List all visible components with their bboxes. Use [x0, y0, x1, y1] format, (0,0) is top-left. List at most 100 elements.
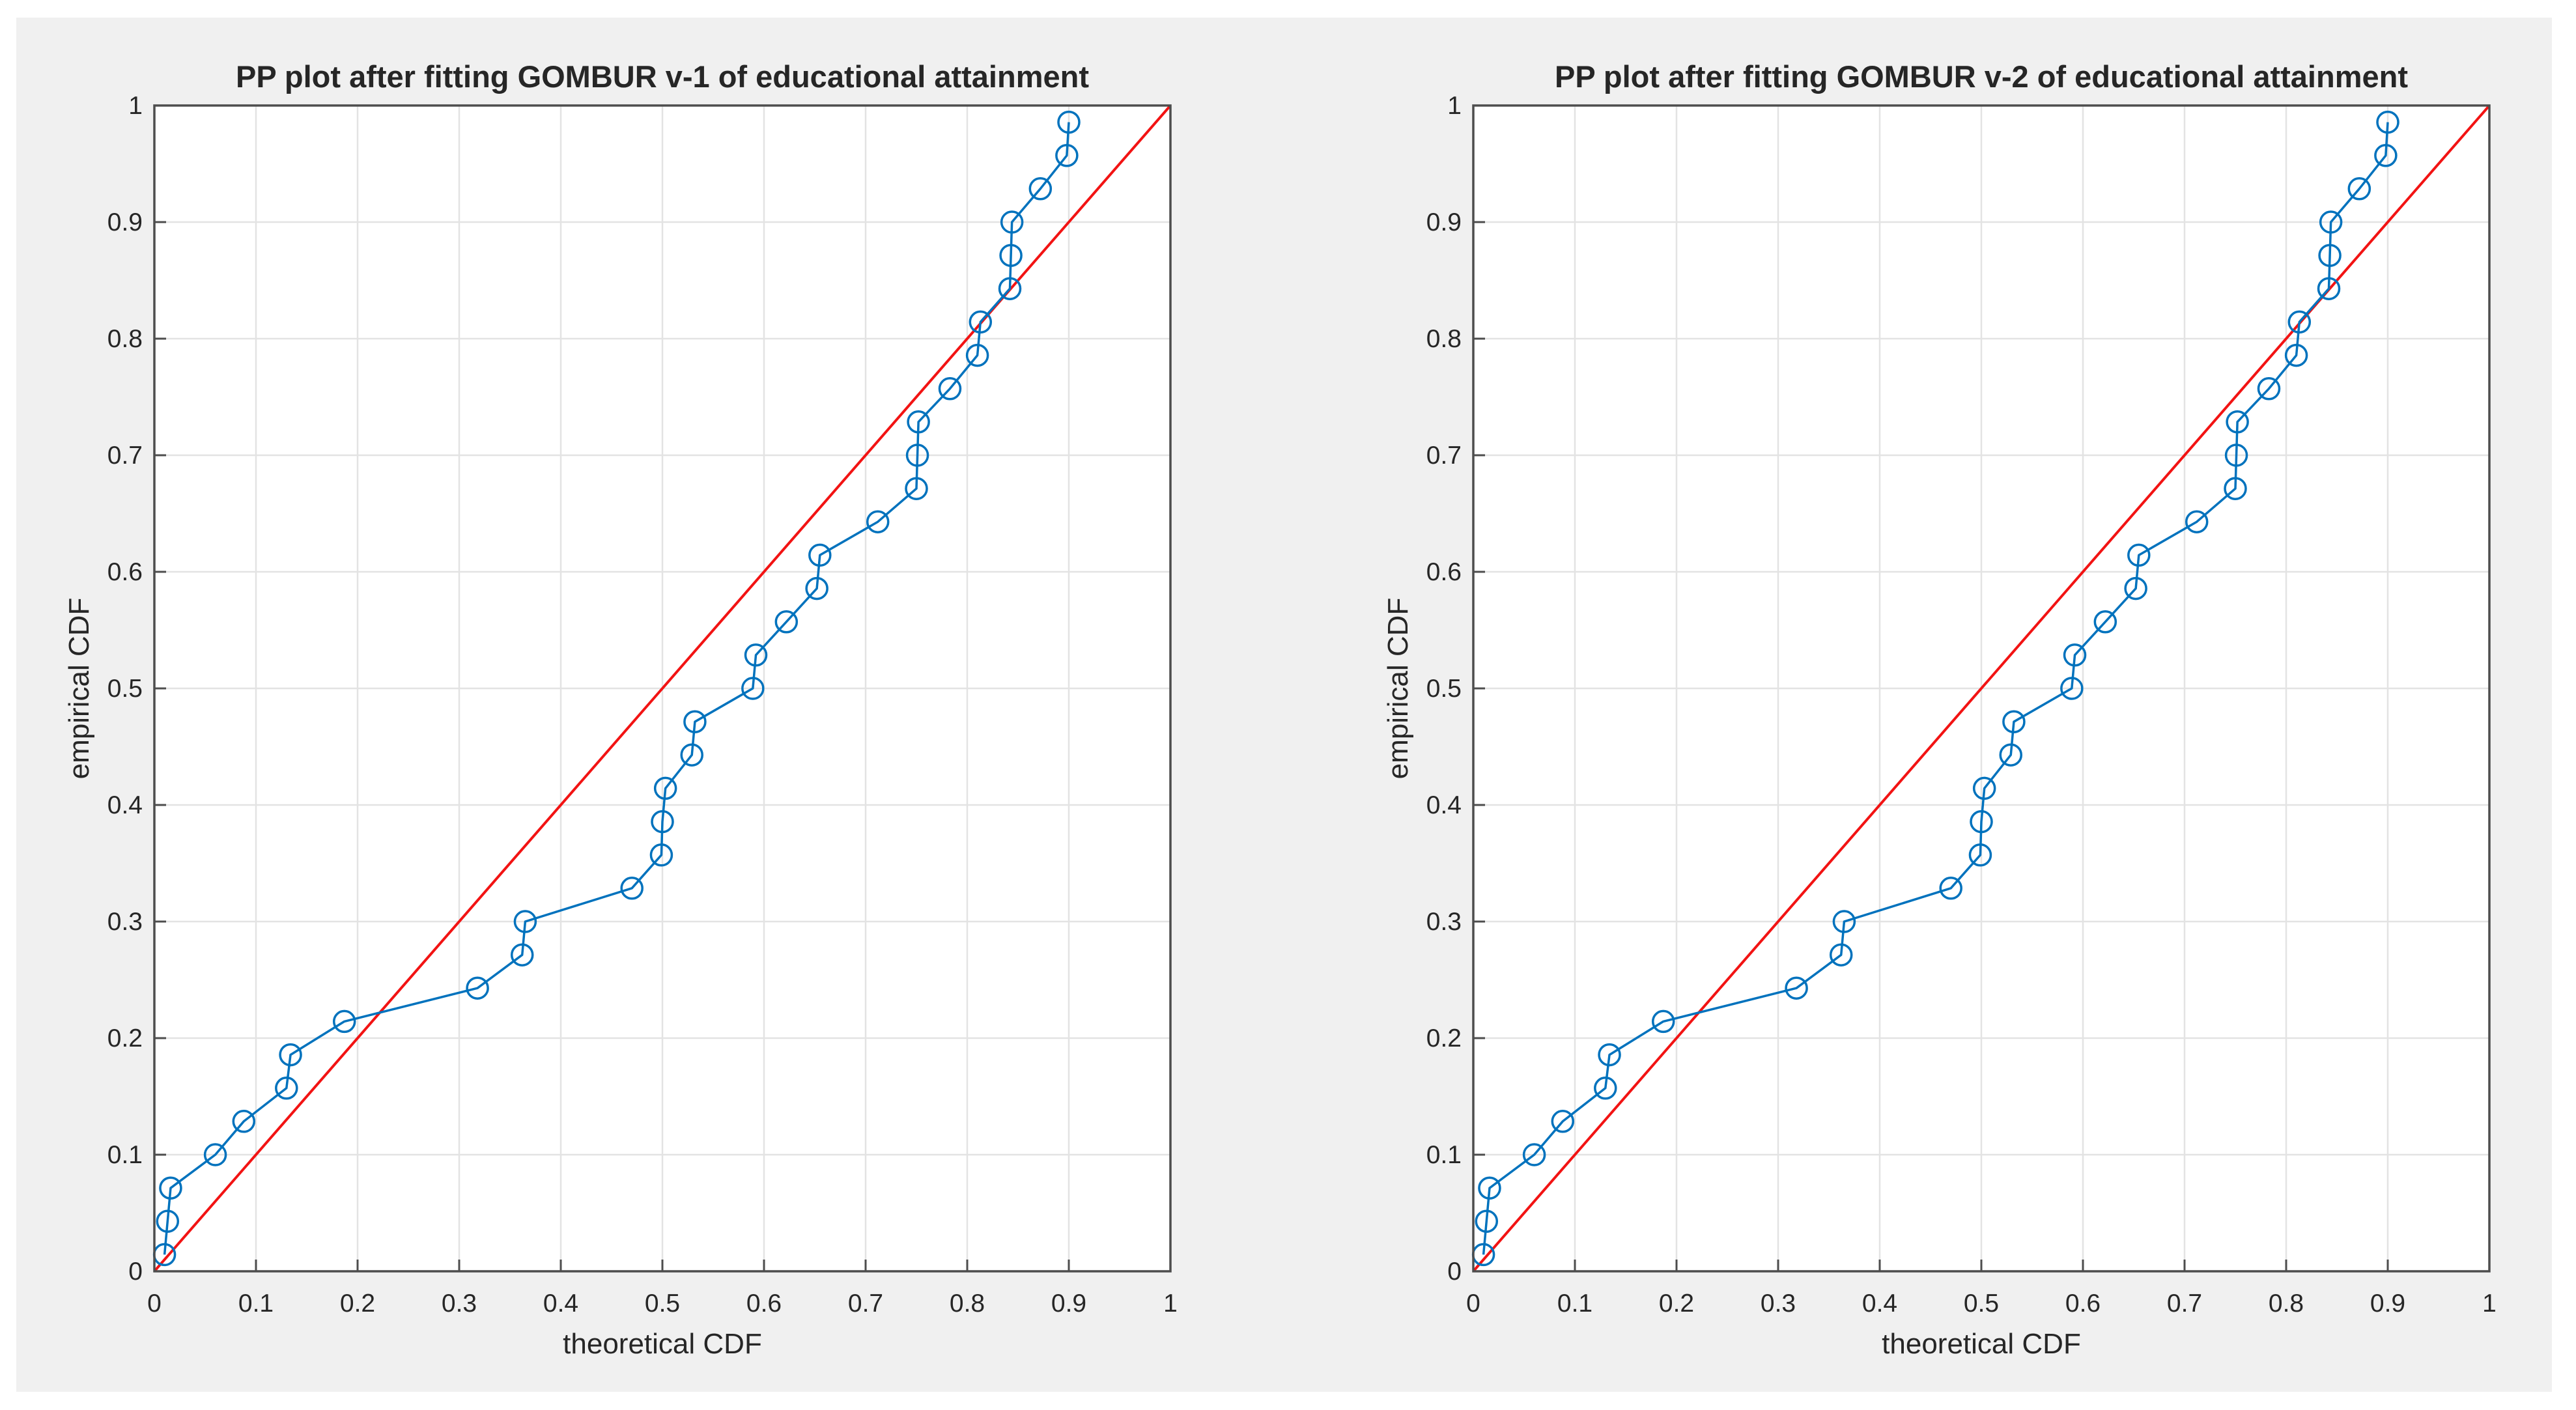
data-point-marker — [203, 1143, 227, 1166]
x-tick-label: 0.9 — [1051, 1290, 1086, 1318]
subplot-2: 0 0.1 0.2 0.3 0.4 0.5 0.6 0.7 0.8 0.9 1 0 0.1 0.2 0.3 0… — [1382, 59, 2497, 1360]
data-point-marker — [2002, 710, 2026, 733]
data-point-marker — [1651, 1009, 1675, 1034]
y-tick-label: 0.5 — [107, 675, 143, 703]
data-point-marker — [998, 277, 1022, 300]
data-point-marker — [2224, 477, 2247, 500]
data-point-marker — [1939, 877, 1962, 900]
data-point-marker — [2093, 610, 2117, 634]
data-point-marker — [683, 710, 707, 733]
data-point-marker — [275, 1077, 298, 1100]
data-point-marker — [938, 377, 962, 401]
data-point-marker — [232, 1110, 256, 1133]
data-point-marker — [2287, 310, 2312, 334]
plot-title: PP plot after fitting GOMBUR v-2 of educ… — [1555, 59, 2408, 94]
plot-title: PP plot after fitting GOMBUR v-1 of educ… — [236, 59, 1089, 94]
x-tick-label: 0.5 — [645, 1290, 680, 1318]
x-tick-label: 0.9 — [2370, 1290, 2405, 1318]
data-point-marker — [2376, 110, 2399, 134]
data-point-marker — [1055, 144, 1079, 167]
data-point-marker — [2185, 510, 2209, 533]
data-point-marker — [332, 1009, 356, 1034]
y-tick-label: 0.4 — [107, 791, 143, 819]
data-point-marker — [1478, 1176, 1501, 1200]
data-point-marker — [510, 943, 534, 966]
data-point-marker — [774, 610, 799, 634]
x-tick-label: 0.5 — [1964, 1290, 1999, 1318]
data-point-marker — [466, 976, 489, 1000]
x-tick-label: 0 — [147, 1290, 162, 1318]
x-tick-label: 0.2 — [1659, 1290, 1694, 1318]
y-tick-label: 0.9 — [1426, 208, 1462, 236]
data-point-marker — [1829, 943, 1853, 966]
data-point-marker — [680, 743, 703, 767]
data-point-marker — [1551, 1110, 1575, 1133]
y-tick-label: 0.5 — [1426, 675, 1462, 703]
x-tick-label: 0 — [1466, 1290, 1480, 1318]
x-tick-label: 0.1 — [238, 1290, 274, 1318]
data-point-marker — [1598, 1043, 1621, 1067]
x-axis-label: theoretical CDF — [563, 1328, 762, 1360]
x-tick-label: 0.8 — [2269, 1290, 2304, 1318]
data-point-marker — [907, 410, 930, 434]
y-tick-label: 0.8 — [1426, 325, 1462, 353]
y-tick-label: 0.2 — [107, 1024, 143, 1052]
data-point-marker — [279, 1043, 302, 1067]
x-tick-label: 0.8 — [950, 1290, 985, 1318]
data-point-marker — [1970, 810, 1993, 834]
y-tick-label: 0.3 — [107, 908, 143, 936]
data-point-marker — [999, 244, 1023, 267]
data-point-marker — [1028, 177, 1053, 201]
x-tick-label: 0.3 — [442, 1290, 477, 1318]
data-point-marker — [1972, 776, 1996, 800]
data-point-marker — [808, 543, 832, 567]
y-tick-label: 0.1 — [107, 1141, 143, 1169]
data-point-marker — [1475, 1209, 1499, 1233]
x-tick-label: 1 — [2482, 1290, 2497, 1318]
y-tick-label: 0.9 — [107, 208, 143, 236]
y-axis-label: empirical CDF — [1382, 598, 1414, 780]
data-point-marker — [1522, 1143, 1546, 1166]
data-point-marker — [156, 1209, 180, 1233]
data-point-marker — [2319, 210, 2343, 234]
data-point-marker — [866, 510, 890, 533]
data-point-marker — [965, 343, 989, 367]
x-axis-label: theoretical CDF — [1882, 1328, 2081, 1360]
x-tick-label: 0.6 — [746, 1290, 782, 1318]
data-point-marker — [969, 310, 993, 334]
data-point-marker — [649, 843, 673, 867]
x-tick-label: 0.1 — [1557, 1290, 1592, 1318]
y-tick-label: 1 — [128, 92, 143, 120]
x-tick-label: 0.6 — [2065, 1290, 2101, 1318]
data-point-marker — [1057, 110, 1081, 134]
data-point-marker — [2257, 377, 2281, 401]
x-tick-label: 0.4 — [543, 1290, 578, 1318]
y-tick-label: 0 — [128, 1258, 143, 1286]
data-point-marker — [159, 1176, 182, 1200]
x-tick-label: 0.3 — [1761, 1290, 1796, 1318]
y-tick-label: 0.8 — [107, 325, 143, 353]
data-point-marker — [2226, 410, 2249, 434]
data-point-marker — [2127, 543, 2151, 567]
y-tick-label: 0.2 — [1426, 1024, 1462, 1052]
data-point-marker — [1832, 910, 1856, 933]
data-point-marker — [2318, 244, 2342, 267]
y-tick-label: 0.4 — [1426, 791, 1462, 819]
data-point-marker — [1594, 1077, 1617, 1100]
data-point-marker — [2374, 144, 2398, 167]
data-point-marker — [2347, 177, 2371, 201]
y-tick-label: 0.7 — [107, 442, 143, 470]
data-point-marker — [2224, 444, 2248, 467]
data-point-marker — [905, 444, 929, 467]
data-point-marker — [2317, 277, 2341, 300]
y-axis-label: empirical CDF — [63, 598, 95, 780]
data-point-marker — [620, 877, 644, 900]
axes-box — [1472, 104, 2491, 1273]
y-tick-label: 0.6 — [1426, 558, 1462, 586]
x-tick-label: 0.7 — [848, 1290, 883, 1318]
x-tick-label: 0.7 — [2167, 1290, 2202, 1318]
data-point-marker — [653, 776, 677, 800]
data-point-marker — [2060, 677, 2084, 700]
